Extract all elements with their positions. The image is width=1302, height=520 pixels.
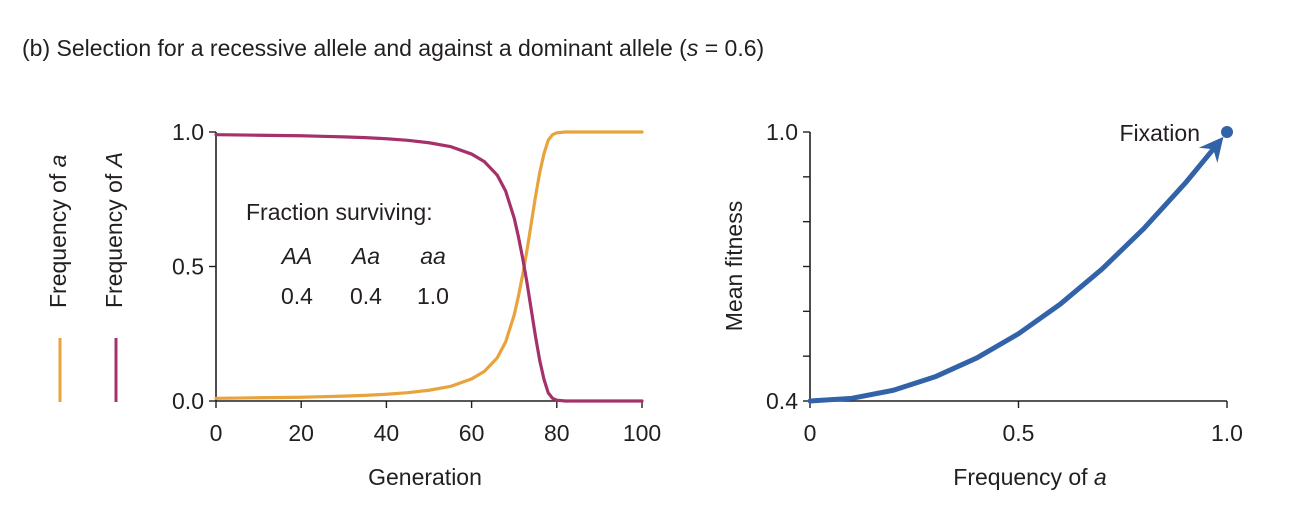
genotype-label: AA [280, 243, 313, 269]
right-y-ticks: 0.4 1.0 [766, 119, 810, 414]
survival-heading: Fraction surviving: [246, 199, 433, 225]
genotype-label: Aa [350, 243, 380, 269]
left-x-ticks: 0 20 40 60 80 100 [210, 401, 661, 446]
figure-title: (b) Selection for a recessive allele and… [22, 35, 764, 61]
series-line-freq-A [214, 133, 644, 403]
left-y-ticks: 0.0 0.5 1.0 [172, 119, 216, 414]
left-y-tick-label: 0.0 [172, 388, 204, 414]
mean-fitness-chart: 0.4 1.0 0 0.5 1.0 Mean fitness Frequency of… [721, 119, 1243, 490]
legend-label-A: Frequency of A [101, 152, 127, 308]
right-x-axis-title: Frequency of a [953, 464, 1106, 490]
right-series [807, 126, 1233, 404]
left-series [214, 130, 644, 403]
right-x-ticks: 0 0.5 1.0 [804, 401, 1243, 446]
survival-value: 0.4 [350, 283, 382, 309]
genotype-label: aa [420, 243, 446, 269]
left-x-axis-title: Generation [368, 464, 482, 490]
left-x-tick-label: 20 [288, 420, 314, 446]
allele-legend: Frequency of a Frequency of A [45, 152, 127, 402]
right-x-tick-label: 1.0 [1211, 420, 1243, 446]
survival-value: 1.0 [417, 283, 449, 309]
left-x-tick-label: 0 [210, 420, 223, 446]
legend-label-a: Frequency of a [45, 155, 71, 308]
survival-annotation: Fraction surviving: AA Aa aa 0.4 0.4 1.0 [246, 199, 449, 309]
right-y-tick-label: 0.4 [766, 388, 798, 414]
left-x-tick-label: 80 [544, 420, 570, 446]
allele-frequency-chart: Frequency of a Frequency of A 0.00.51.0 … [45, 119, 661, 490]
series-line-mean-fitness [807, 145, 1217, 404]
fixation-label: Fixation [1119, 120, 1200, 146]
series-line-freq-a [214, 130, 644, 400]
right-x-tick-label: 0 [804, 420, 817, 446]
right-y-axis-title: Mean fitness [721, 201, 747, 331]
left-x-tick-label: 60 [459, 420, 485, 446]
left-x-tick-label: 40 [374, 420, 400, 446]
survival-value: 0.4 [281, 283, 313, 309]
left-y-tick-label: 1.0 [172, 119, 204, 145]
right-y-tick-label: 1.0 [766, 119, 798, 145]
left-y-tick-label: 0.5 [172, 254, 204, 280]
fixation-point [1221, 126, 1233, 138]
fitness-arrowhead [1198, 136, 1224, 164]
right-x-tick-label: 0.5 [1003, 420, 1035, 446]
left-x-tick-label: 100 [623, 420, 661, 446]
